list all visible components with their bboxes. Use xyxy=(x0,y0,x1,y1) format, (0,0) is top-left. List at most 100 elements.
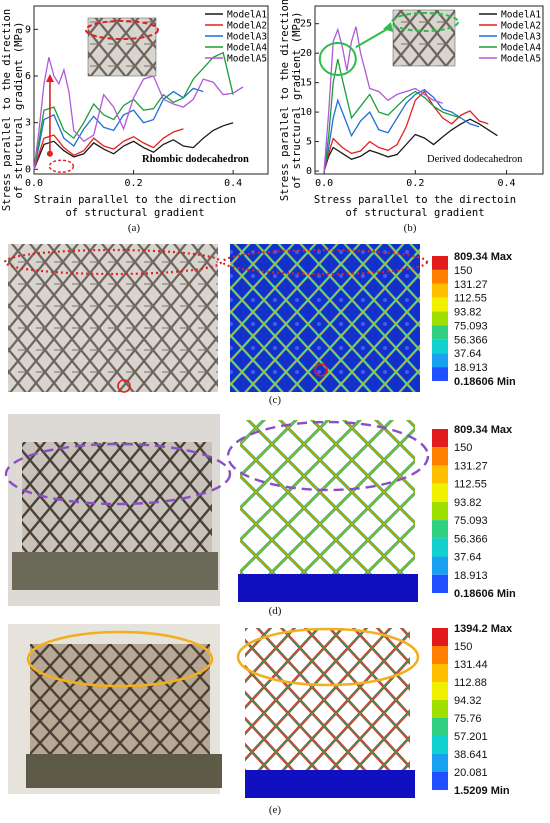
y-tick-label: 0 xyxy=(25,164,31,175)
legend-value: 18.913 xyxy=(454,362,488,374)
legend-color-band xyxy=(432,628,448,646)
y-tick-label: 5 xyxy=(306,137,312,148)
annotation-point xyxy=(46,150,53,157)
legend-color-band xyxy=(432,465,448,484)
legend-color-band xyxy=(432,538,448,557)
photo-e-ellipse xyxy=(26,630,214,688)
chart-a-ylabel-line1: Stress parallel to the direction xyxy=(1,9,13,211)
chart-b-ylabel-line1: Stress parallel to the direction xyxy=(279,0,291,201)
legend-color-band xyxy=(432,297,448,312)
annotation-circle xyxy=(318,42,357,77)
inset-lattice-photo xyxy=(392,9,456,67)
fem-d xyxy=(240,420,415,575)
chart-a-annotation: Rhombic dodecahedron xyxy=(142,154,249,165)
legend-value: 38.641 xyxy=(454,749,488,761)
caption-b: (b) xyxy=(403,222,417,234)
fem-c-dashed-ellipse xyxy=(221,248,429,276)
fem-d-base xyxy=(238,574,418,602)
series-line-ModelA1 xyxy=(33,122,234,170)
legend-color-band xyxy=(432,772,448,790)
series-line-ModelA3 xyxy=(33,87,204,170)
annotation-arrowhead xyxy=(383,22,393,32)
legend-color-band xyxy=(432,339,448,354)
y-tick-label: 6 xyxy=(25,71,31,82)
legend-value: 93.82 xyxy=(454,307,482,319)
legend-value: 112.55 xyxy=(454,479,487,491)
photo-d-dashed-ellipse xyxy=(4,442,232,506)
legend-min-value: 0.18606 Min xyxy=(454,376,516,388)
annotation-arrowhead xyxy=(45,74,54,82)
legend-color-band xyxy=(432,520,448,539)
legend-max-value: 809.34 Max xyxy=(454,251,513,263)
legend-color-band xyxy=(432,700,448,718)
y-tick-label: 3 xyxy=(25,118,31,129)
chart-b: Stress parallel to the direction of stru… xyxy=(279,0,544,219)
contour-legend-d: 809.34 Max 150 131.27 112.55 93.82 75.093 56.3… xyxy=(432,424,516,600)
series-line-ModelA4 xyxy=(33,51,234,170)
legend-color-band xyxy=(432,483,448,502)
legend-min-value: 1.5209 Min xyxy=(454,785,510,797)
chart-a-ylabel-line2: of structural gradient (MPa) xyxy=(13,21,25,198)
legend-value: 37.64 xyxy=(454,348,482,360)
legend-value: 75.093 xyxy=(454,320,488,332)
legend-color-band xyxy=(432,574,448,593)
legend-value: 112.88 xyxy=(454,677,487,689)
legend-color-band xyxy=(432,664,448,682)
legend-color-band xyxy=(432,269,448,284)
legend-value: 20.081 xyxy=(454,767,488,779)
fem-c-marker xyxy=(314,363,328,377)
legend-label: ModelA5 xyxy=(501,54,541,65)
caption-c: (c) xyxy=(268,394,282,406)
legend-color-band xyxy=(432,283,448,298)
legend-color-band xyxy=(432,325,448,340)
x-tick-label: 0.0 xyxy=(25,178,43,189)
y-tick-label: 15 xyxy=(300,78,312,89)
legend-min-value: 0.18606 Min xyxy=(454,588,516,600)
legend-color-band xyxy=(432,429,448,448)
chart-b-ylabel: Stress parallel to the direction of stru… xyxy=(279,0,303,201)
legend-color-band xyxy=(432,367,448,381)
x-tick-label: 0.4 xyxy=(497,178,515,189)
legend-value: 112.55 xyxy=(454,293,487,305)
legend-label: ModelA5 xyxy=(227,54,267,65)
legend-value: 18.913 xyxy=(454,570,488,582)
annotation-arrow xyxy=(355,27,390,49)
legend-color-band xyxy=(432,646,448,664)
photo-e-base xyxy=(26,754,222,788)
fem-e xyxy=(245,628,410,770)
y-tick-label: 25 xyxy=(300,19,312,30)
y-tick-label: 9 xyxy=(25,24,31,35)
chart-b-plot: 0.0 0.2 0.4 0 5 10 15 20 25 ModelA1ModelA2ModelA3… xyxy=(300,5,544,189)
legend-value: 75.76 xyxy=(454,713,482,725)
legend-color-band xyxy=(432,718,448,736)
inset-dashed-ellipse xyxy=(85,20,159,40)
y-tick-label: 0 xyxy=(306,166,312,177)
legend-label: ModelA3 xyxy=(501,32,541,43)
caption-d: (d) xyxy=(268,605,282,617)
photo-d-base xyxy=(12,552,218,590)
series-line-ModelA4 xyxy=(323,58,462,172)
x-tick-label: 0.2 xyxy=(406,178,424,189)
legend-label: ModelA2 xyxy=(501,21,541,32)
chart-a: Stress parallel to the direction of stru… xyxy=(1,5,269,219)
annotation-ellipse xyxy=(48,159,75,173)
series-line-ModelA1 xyxy=(323,118,498,172)
photo-c-dashed-ellipse xyxy=(3,248,223,276)
x-tick-label: 0.0 xyxy=(315,178,333,189)
series-line-ModelA5 xyxy=(33,57,244,170)
caption-e: (e) xyxy=(268,804,282,816)
legend-color-band xyxy=(432,353,448,368)
photo-c xyxy=(8,244,218,392)
fem-e-base xyxy=(245,770,415,798)
chart-b-xlabel-line2: of structural gradient xyxy=(345,207,484,219)
x-tick-label: 0.4 xyxy=(224,178,242,189)
legend-max-value: 1394.2 Max xyxy=(454,623,513,635)
chart-b-annotation: Derived dodecahedron xyxy=(427,154,523,165)
legend-label: ModelA3 xyxy=(227,32,267,43)
y-tick-label: 20 xyxy=(300,48,312,59)
legend-value: 37.64 xyxy=(454,552,482,564)
fem-c xyxy=(230,244,420,392)
